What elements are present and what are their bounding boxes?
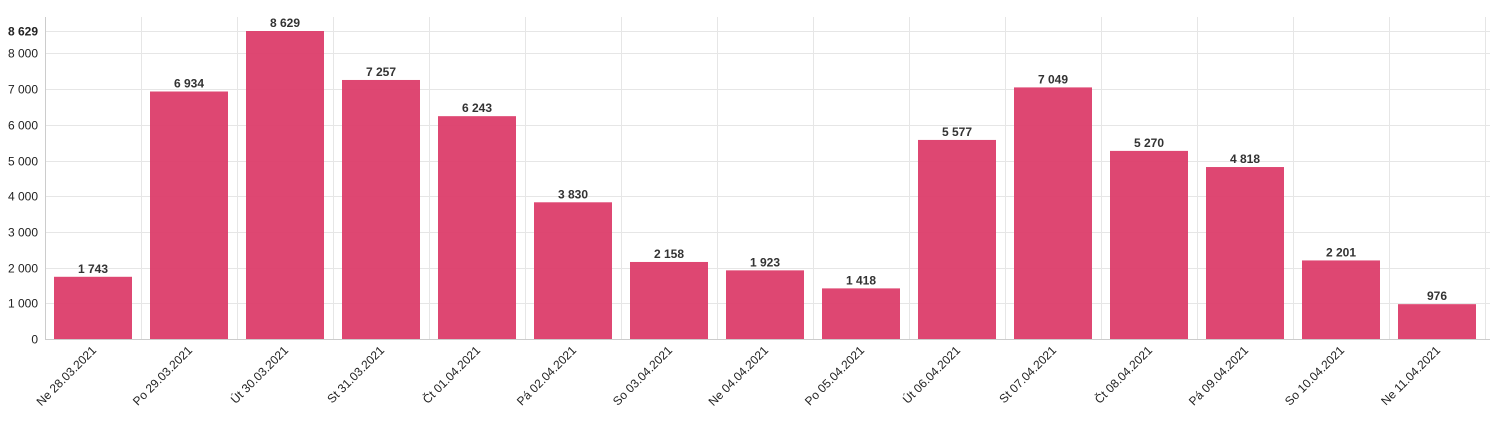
bar[interactable] bbox=[1398, 304, 1476, 339]
data-label: 4 818 bbox=[1230, 152, 1260, 166]
y-tick-label: 1 000 bbox=[8, 297, 38, 311]
bar[interactable] bbox=[342, 79, 420, 339]
bar[interactable] bbox=[1302, 260, 1380, 339]
bar[interactable] bbox=[918, 139, 996, 339]
data-label: 976 bbox=[1427, 289, 1447, 303]
y-tick-label: 8 629 bbox=[8, 25, 38, 39]
data-labels-layer: 1 743 6 934 8 629 7 257 6 243 3 830 2 158 1 923… bbox=[78, 16, 1447, 303]
y-tick-label: 6 000 bbox=[8, 119, 38, 133]
bar[interactable] bbox=[726, 270, 804, 339]
bar[interactable] bbox=[1014, 87, 1092, 339]
bar[interactable] bbox=[630, 261, 708, 339]
data-label: 5 577 bbox=[942, 125, 972, 139]
data-label: 8 629 bbox=[270, 16, 300, 30]
x-tick-label: Pá 02.04.2021 bbox=[514, 343, 579, 408]
x-tick-label: St 07.04.2021 bbox=[996, 343, 1059, 406]
x-tick-label: Čt 08.04.2021 bbox=[1091, 342, 1155, 406]
bar[interactable] bbox=[438, 116, 516, 339]
data-label: 7 049 bbox=[1038, 72, 1068, 86]
x-axis: Ne 28.03.2021 Po 29.03.2021 Út 30.03.2021 S… bbox=[34, 339, 1490, 409]
bars-layer bbox=[54, 31, 1476, 339]
x-tick-label: Út 06.04.2021 bbox=[899, 342, 963, 406]
y-tick-label: 4 000 bbox=[8, 190, 38, 204]
data-label: 6 934 bbox=[174, 77, 204, 91]
x-tick-label: Čt 01.04.2021 bbox=[419, 342, 483, 406]
data-label: 3 830 bbox=[558, 187, 588, 201]
bar[interactable] bbox=[1206, 167, 1284, 339]
data-label: 2 158 bbox=[654, 247, 684, 261]
data-label: 2 201 bbox=[1326, 245, 1356, 259]
x-tick-label: Ne 28.03.2021 bbox=[34, 343, 100, 409]
bar[interactable] bbox=[822, 288, 900, 339]
y-tick-label: 0 bbox=[31, 333, 38, 347]
bar[interactable] bbox=[1110, 150, 1188, 339]
x-tick-label: Pá 09.04.2021 bbox=[1186, 343, 1251, 408]
bar[interactable] bbox=[246, 31, 324, 339]
data-label: 5 270 bbox=[1134, 136, 1164, 150]
data-label: 1 923 bbox=[750, 255, 780, 269]
x-tick-label: Ne 11.04.2021 bbox=[1378, 343, 1443, 408]
y-tick-label: 5 000 bbox=[8, 155, 38, 169]
y-tick-label: 3 000 bbox=[8, 226, 38, 240]
data-label: 1 418 bbox=[846, 273, 876, 287]
y-tick-label: 8 000 bbox=[8, 47, 38, 61]
x-tick-label: So 03.04.2021 bbox=[610, 343, 675, 408]
x-tick-label: Út 30.03.2021 bbox=[227, 342, 291, 406]
y-axis: 0 1 000 2 000 3 000 4 000 5 000 6 000 7 000 8 00… bbox=[8, 17, 46, 347]
y-tick-label: 2 000 bbox=[8, 262, 38, 276]
data-label: 7 257 bbox=[366, 65, 396, 79]
x-tick-label: Po 29.03.2021 bbox=[130, 343, 195, 408]
data-label: 6 243 bbox=[462, 101, 492, 115]
x-tick-label: Po 05.04.2021 bbox=[802, 343, 867, 408]
data-label: 1 743 bbox=[78, 262, 108, 276]
y-tick-label: 7 000 bbox=[8, 83, 38, 97]
x-tick-label: St 31.03.2021 bbox=[324, 343, 387, 406]
x-tick-label: So 10.04.2021 bbox=[1282, 343, 1347, 408]
bar[interactable] bbox=[150, 91, 228, 339]
bar[interactable] bbox=[534, 202, 612, 339]
x-tick-label: Ne 04.04.2021 bbox=[706, 343, 772, 409]
bar[interactable] bbox=[54, 276, 132, 339]
